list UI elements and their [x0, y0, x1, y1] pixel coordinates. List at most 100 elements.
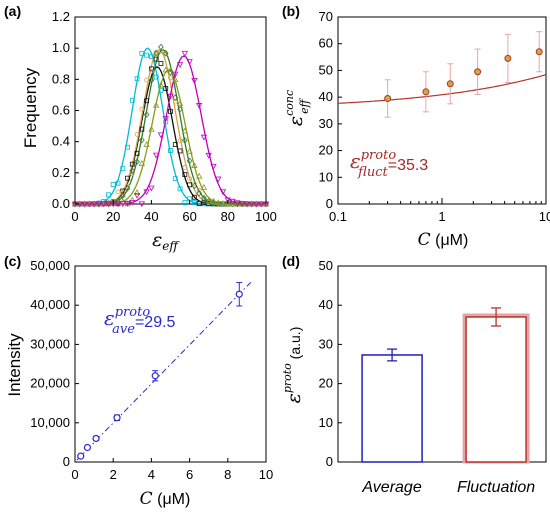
- panel-a-data-point: [191, 182, 198, 189]
- panel-a-data-point: [219, 189, 227, 196]
- panel-a-data-point: [177, 148, 183, 154]
- panel-a-data-point: [177, 186, 183, 192]
- panel-a-data-point: [134, 158, 140, 165]
- panel-a-data-point: [167, 93, 174, 100]
- panel-c-data-point: [113, 414, 121, 422]
- panel-b-ylabel: εconc eff: [283, 90, 311, 126]
- panel-a-data-point: [134, 76, 140, 82]
- panel-a-data-point: [196, 187, 202, 193]
- panel-a-data-point: [195, 103, 203, 109]
- panel-a-data-point: [125, 175, 130, 181]
- panel-a-data-point: [120, 166, 126, 172]
- panel-a-series-line: [75, 69, 266, 205]
- panel-c-xtick-label: 10: [259, 467, 273, 482]
- panel-c-data-point: [235, 290, 243, 298]
- panel-a-xtick-label: 100: [255, 209, 277, 224]
- panel-b-ytick-label: 70: [319, 9, 333, 24]
- panel-c-annotation: εproto ave=29.5: [104, 305, 176, 337]
- panel-a-series-line: [75, 48, 266, 205]
- panel-a-data-point: [224, 200, 231, 208]
- panel-a-data-point: [115, 180, 121, 186]
- panel-d-ytick-label: 30: [319, 336, 333, 351]
- panel-a-data-point: [134, 150, 140, 156]
- panel-d-ytick-label: 40: [319, 297, 333, 312]
- panel-a-data-point: [196, 201, 202, 207]
- panel-a-data-point: [106, 192, 111, 198]
- panel-b-xtick-label: 1: [438, 209, 445, 224]
- panel-a-ylabel: Frequency: [21, 67, 40, 148]
- panel-a-data-point: [172, 176, 178, 182]
- panel-a-data-point: [124, 200, 131, 207]
- panel-a-data-point: [153, 56, 159, 62]
- panel-a-data-point: [138, 160, 146, 166]
- panel-a-ytick-label: 0.6: [52, 103, 70, 118]
- panel-c-chart: 0 2 4 6 8 10 0 10,000 20,000 30,000 40,000 50,000 I…: [5, 258, 273, 509]
- panel-a-ytick-label: 1.2: [52, 9, 70, 24]
- panel-c-ytick-label: 0: [63, 454, 70, 469]
- panel-a-data-point: [148, 77, 155, 84]
- panel-a-data-point: [139, 50, 145, 56]
- panel-a-chart: 0 20 40 60 80 100 0.0 0.2 0.4 0.6 0.8 1.0 1.2 Freque…: [21, 9, 277, 253]
- panel-a-data-point: [133, 192, 141, 199]
- panel-a-xtick-label: 80: [221, 209, 235, 224]
- panel-c-fit-line: [76, 282, 252, 461]
- panel-b-ytick-label: 50: [319, 62, 333, 77]
- panel-a-data-point: [134, 131, 140, 137]
- panel-d-ylabel: εproto (a.u.): [281, 327, 305, 404]
- panel-d-category-label: Average: [361, 479, 421, 496]
- panel-a-data-point: [176, 62, 184, 69]
- panel-d-axes-frame: [337, 265, 547, 463]
- panel-a-data-point: [167, 66, 174, 72]
- panel-a-data-point: [125, 183, 130, 189]
- panel-d-chart: 0 10 20 30 40 50 Average Fluctuation εproto (a.…: [281, 258, 547, 496]
- panel-d-label: (d): [282, 253, 300, 269]
- panel-a-data-point: [182, 172, 188, 177]
- panel-d-bar: [361, 354, 423, 463]
- panel-a-data-point: [243, 201, 251, 208]
- panel-b-xtick-label: 0.1: [329, 209, 347, 224]
- panel-d-category-label: Fluctuation: [457, 479, 535, 496]
- panel-a-xtick-label: 60: [182, 209, 196, 224]
- panel-a-series-line: [75, 55, 266, 205]
- panel-b-ytick-label: 40: [319, 89, 333, 104]
- panel-a-data-point: [210, 163, 217, 170]
- panel-a-data-point: [248, 201, 255, 208]
- panel-c-ytick-label: 20,000: [30, 376, 70, 391]
- panel-a-data-point: [148, 125, 155, 132]
- panel-b-data-point: [474, 68, 482, 76]
- panel-a-data-point: [157, 132, 165, 139]
- panel-a-data-point: [163, 119, 169, 125]
- panel-a-data-point: [181, 127, 188, 134]
- panel-a-data-point: [110, 200, 117, 207]
- panel-a-data-point: [133, 189, 141, 195]
- panel-a-data-point: [238, 201, 246, 207]
- panel-a-data-point: [219, 200, 227, 206]
- panel-a-ytick-label: 0.2: [52, 165, 70, 180]
- panel-a-ytick-label: 0.0: [52, 196, 70, 211]
- panel-b-ytick-label: 20: [319, 143, 333, 158]
- panel-a-data-point: [162, 49, 169, 57]
- panel-a-data-point: [158, 61, 164, 66]
- panel-a-data-point: [129, 199, 136, 206]
- panel-b-chart: 0.1 1 10 0 10 20 30 40 50 60 70 εconc eff C (μM) εp…: [283, 9, 550, 250]
- panel-a-xtick-label: 0: [71, 209, 78, 224]
- panel-c-ytick-label: 50,000: [30, 258, 70, 273]
- panel-a-data-point: [138, 201, 146, 208]
- panel-a-data-point: [139, 126, 145, 132]
- panel-a-data-point: [162, 116, 169, 123]
- panel-d-ytick-label: 20: [319, 376, 333, 391]
- panel-a-data-point: [229, 200, 236, 208]
- panel-c-data-point: [151, 372, 159, 380]
- panel-a-data-point: [191, 162, 198, 168]
- panel-a-data-point: [144, 52, 150, 58]
- panel-a-data-point: [187, 176, 193, 182]
- panel-a-series-line: [75, 48, 266, 205]
- panel-a-data-point: [110, 182, 116, 187]
- panel-a-data-point: [153, 101, 160, 108]
- panel-a-data-point: [139, 106, 145, 112]
- panel-a-data-point: [120, 190, 126, 195]
- panel-b-ytick-label: 10: [319, 169, 333, 184]
- panel-a-xtick-label: 20: [106, 209, 120, 224]
- panel-a-data-point: [258, 201, 265, 208]
